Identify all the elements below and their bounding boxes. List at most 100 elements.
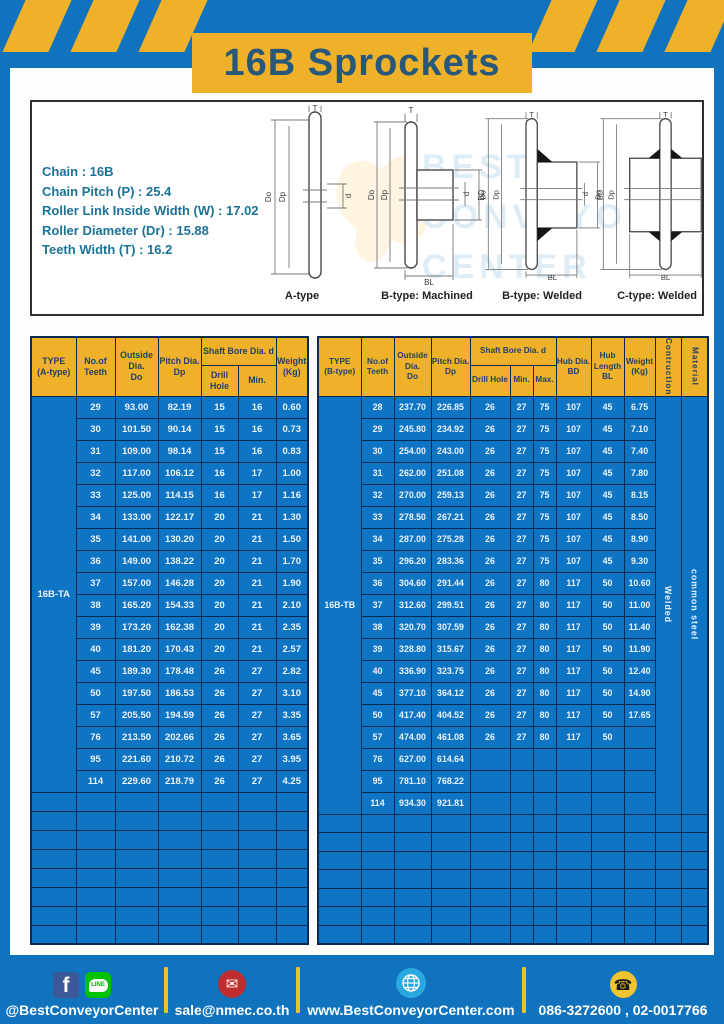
- data-cell: 80: [532, 659, 557, 683]
- data-cell: 32: [360, 483, 395, 507]
- data-cell: 50: [590, 659, 625, 683]
- type-label-cell: 16B-TB: [317, 395, 362, 815]
- data-cell: 165.20: [114, 593, 159, 617]
- website-url[interactable]: www.BestConveyorCenter.com: [307, 1002, 515, 1018]
- empty-cell: [590, 869, 625, 889]
- data-cell: 291.44: [430, 571, 471, 595]
- data-cell: 245.80: [393, 417, 432, 441]
- data-cell: [532, 791, 557, 815]
- header-type: TYPE (B-type): [317, 336, 362, 397]
- data-cell: 2.82: [275, 659, 309, 683]
- empty-cell: [654, 887, 682, 908]
- data-cell: 45: [360, 681, 395, 705]
- phone-icon[interactable]: ☎: [609, 971, 637, 998]
- svg-text:T: T: [409, 106, 414, 115]
- data-cell: 80: [532, 725, 557, 749]
- data-cell: 50: [590, 593, 625, 617]
- header-shaft: Shaft Bore Dia. d: [200, 336, 277, 366]
- data-cell: 1.16: [275, 483, 309, 507]
- empty-cell: [555, 813, 592, 834]
- data-cell: 1.30: [275, 505, 309, 529]
- data-cell: 138.22: [157, 549, 202, 573]
- header-hub_dia: Hub Dia. BD: [555, 336, 592, 397]
- header-weight: Weight (Kg): [275, 336, 309, 397]
- data-cell: 50: [360, 703, 395, 727]
- data-cell: 934.30: [393, 791, 432, 815]
- data-cell: 37: [360, 593, 395, 617]
- data-cell: 45: [75, 659, 116, 683]
- header-min: Min.: [509, 364, 534, 397]
- data-cell: 213.50: [114, 725, 159, 749]
- data-cell: 11.00: [623, 593, 656, 617]
- data-cell: 93.00: [114, 395, 159, 419]
- data-cell: 38: [360, 615, 395, 639]
- mail-icon[interactable]: ✉: [218, 970, 246, 998]
- empty-cell: [157, 905, 202, 926]
- data-cell: 29: [360, 417, 395, 441]
- sprocket-table-a-type: TYPE (A-type) No.of Teeth Outside Dia. Do P…: [30, 336, 309, 945]
- globe-icon[interactable]: [396, 968, 426, 998]
- empty-cell: [680, 869, 709, 889]
- data-cell: 106.12: [157, 461, 202, 485]
- empty-cell: [157, 848, 202, 869]
- data-cell: 45: [590, 549, 625, 573]
- header-weight: Weight (Kg): [623, 336, 656, 397]
- empty-cell: [275, 886, 309, 907]
- data-cell: 1.00: [275, 461, 309, 485]
- empty-cell: [200, 886, 239, 907]
- data-cell: 45: [590, 395, 625, 419]
- empty-cell: [75, 829, 116, 850]
- facebook-icon[interactable]: f: [53, 972, 79, 998]
- svg-text:BL: BL: [548, 273, 557, 282]
- data-cell: 17.65: [623, 703, 656, 727]
- empty-cell: [360, 813, 395, 834]
- data-cell: 26: [469, 395, 511, 419]
- footer-social-section: f LINE @BestConveyorCenter: [0, 955, 164, 1024]
- data-cell: 7.80: [623, 461, 656, 485]
- data-cell: 107: [555, 505, 592, 529]
- empty-cell: [237, 791, 277, 812]
- data-cell: 33: [360, 505, 395, 529]
- diagram-a-type: T Do Dp d: [264, 104, 353, 279]
- data-cell: 287.00: [393, 527, 432, 551]
- empty-cell: [360, 869, 395, 889]
- svg-text:BL: BL: [424, 278, 434, 286]
- data-cell: 27: [509, 725, 534, 749]
- empty-cell: [114, 886, 159, 907]
- empty-cell: [590, 906, 625, 927]
- data-cell: [469, 769, 511, 793]
- email-address[interactable]: sale@nmec.co.th: [174, 1002, 290, 1018]
- empty-cell: [157, 886, 202, 907]
- data-cell: 27: [509, 615, 534, 639]
- data-cell: 95: [360, 769, 395, 793]
- data-cell: 26: [469, 681, 511, 705]
- svg-text:BL: BL: [661, 273, 670, 282]
- empty-cell: [509, 869, 534, 889]
- data-cell: 6.75: [623, 395, 656, 419]
- data-cell: 146.28: [157, 571, 202, 595]
- empty-cell: [393, 869, 432, 889]
- empty-cell: [555, 869, 592, 889]
- data-cell: 75: [532, 461, 557, 485]
- data-cell: [532, 769, 557, 793]
- data-cell: 154.33: [157, 593, 202, 617]
- empty-cell: [237, 867, 277, 888]
- empty-cell: [75, 867, 116, 888]
- empty-cell: [275, 867, 309, 888]
- data-cell: 21: [237, 571, 277, 595]
- data-cell: 149.00: [114, 549, 159, 573]
- phone-numbers[interactable]: 086-3272600 , 02-0017766: [538, 1002, 708, 1018]
- type-label-cell: 16B-TA: [30, 395, 77, 793]
- data-cell: 16: [237, 417, 277, 441]
- data-cell: 76: [360, 747, 395, 771]
- data-cell: 117: [555, 637, 592, 661]
- data-cell: 50: [590, 637, 625, 661]
- social-handle[interactable]: @BestConveyorCenter: [5, 1002, 159, 1018]
- empty-cell: [532, 832, 557, 852]
- line-icon[interactable]: LINE: [85, 972, 111, 998]
- empty-cell: [275, 810, 309, 831]
- material-cell: common steel: [680, 395, 709, 815]
- data-cell: 2.10: [275, 593, 309, 617]
- empty-cell: [654, 832, 682, 852]
- data-cell: 27: [237, 659, 277, 683]
